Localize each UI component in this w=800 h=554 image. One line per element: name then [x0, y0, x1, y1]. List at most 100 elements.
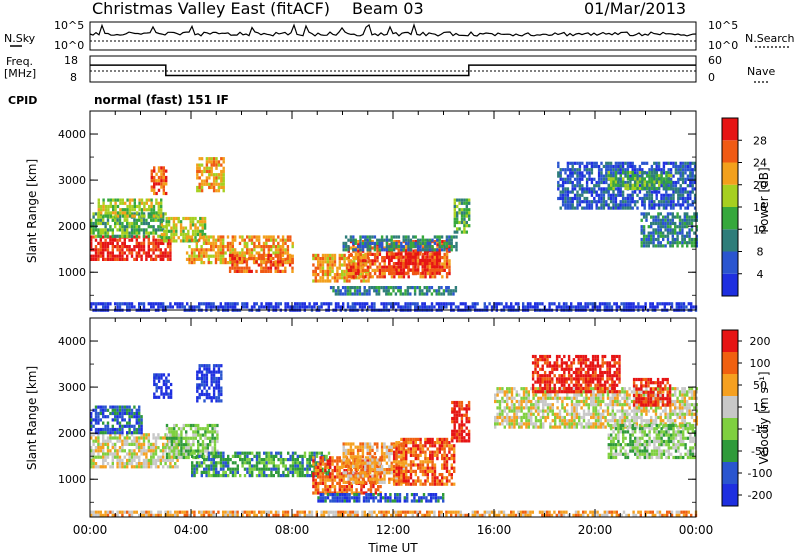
heatmap-cell [334, 292, 338, 296]
heatmap-cell [267, 238, 270, 242]
heatmap-cell [205, 380, 209, 384]
heatmap-cell [400, 248, 403, 252]
heatmap-cell [619, 174, 622, 178]
heatmap-cell [653, 190, 656, 194]
heatmap-cell [589, 302, 592, 306]
heatmap-cell [349, 246, 353, 250]
heatmap-cell [286, 245, 290, 249]
heatmap-cell [313, 464, 316, 468]
heatmap-cell [354, 275, 358, 279]
heatmap-cell [392, 255, 396, 259]
heatmap-cell [414, 271, 417, 275]
heatmap-cell [383, 272, 386, 276]
heatmap-cell [421, 258, 424, 262]
heatmap-cell [471, 302, 474, 306]
heatmap-cell [662, 193, 666, 197]
heatmap-cell [566, 164, 570, 169]
heatmap-cell [222, 169, 225, 174]
heatmap-cell [99, 238, 102, 242]
heatmap-cell [695, 225, 698, 229]
heatmap-cell [251, 458, 254, 462]
heatmap-cell [224, 261, 227, 265]
heatmap-cell [325, 458, 328, 462]
heatmap-cell [265, 235, 268, 239]
heatmap-cell [329, 266, 332, 270]
heatmap-cell [678, 225, 682, 229]
heatmap-cell [102, 231, 105, 235]
heatmap-cell [217, 396, 221, 400]
heatmap-cell [443, 248, 446, 252]
heatmap-cell [177, 220, 180, 224]
heatmap-cell [643, 203, 646, 207]
heatmap-cell [204, 433, 207, 437]
heatmap-cell [217, 245, 220, 249]
heatmap-cell [488, 302, 491, 306]
heatmap-cell [678, 305, 681, 309]
heatmap-cell [419, 272, 422, 276]
heatmap-cell [383, 268, 386, 272]
heatmap-cell [578, 161, 582, 165]
heatmap-cell [118, 248, 122, 252]
heatmap-cell [211, 436, 214, 440]
heatmap-cell [383, 238, 386, 242]
heatmap-cell [326, 257, 329, 261]
heatmap-cell [684, 161, 687, 165]
heatmap-cell [636, 193, 639, 197]
heatmap-cell [593, 190, 596, 194]
heatmap-cell [228, 269, 232, 273]
heatmap-cell [669, 206, 673, 210]
heatmap-cell [265, 464, 268, 468]
heatmap-cell [419, 258, 422, 262]
heatmap-cell [632, 302, 635, 306]
heatmap-cell [319, 279, 322, 283]
heatmap-cell [354, 262, 358, 266]
heatmap-cell [154, 449, 158, 453]
noise-panel-frame [89, 21, 697, 51]
heatmap-cell [90, 245, 93, 249]
heatmap-cell [619, 183, 622, 187]
colorbar-tick-label: 8 [757, 246, 764, 259]
heatmap-cell [90, 225, 93, 229]
heatmap-cell [94, 446, 98, 450]
heatmap-cell [326, 459, 329, 463]
power-panel-frame [89, 110, 697, 311]
heatmap-cell [347, 245, 350, 249]
heatmap-cell [126, 302, 129, 306]
heatmap-cell [453, 208, 456, 212]
heatmap-cell [377, 286, 381, 290]
heatmap-cell [643, 200, 646, 204]
heatmap-cell [373, 235, 377, 239]
heatmap-cell [402, 235, 405, 239]
heatmap-cell [260, 302, 263, 306]
heatmap-cell [331, 257, 334, 261]
heatmap-cell [522, 302, 525, 306]
heatmap-cell [636, 186, 639, 191]
heatmap-cell [109, 257, 112, 261]
heatmap-cell [212, 157, 216, 161]
heatmap-cell [226, 235, 230, 239]
heatmap-cell [185, 452, 188, 456]
heatmap-cell [329, 273, 332, 277]
heatmap-cell [143, 208, 146, 212]
heatmap-cell [631, 193, 634, 197]
heatmap-cell [160, 166, 163, 170]
heatmap-cell [614, 161, 618, 165]
heatmap-cell [157, 169, 161, 173]
heatmap-cell [657, 203, 661, 207]
heatmap-cell [281, 238, 285, 242]
heatmap-cell [220, 373, 223, 377]
heatmap-cell [333, 478, 337, 482]
heatmap-cell [97, 465, 100, 469]
heatmap-cell [460, 201, 464, 205]
heatmap-cell [118, 431, 122, 435]
heatmap-cell [402, 275, 406, 279]
heatmap-cell [175, 216, 178, 221]
heatmap-cell [602, 187, 606, 191]
heatmap-cell [255, 464, 259, 468]
heatmap-cell [126, 254, 129, 258]
heatmap-cell [308, 474, 311, 478]
heatmap-cell [191, 232, 195, 237]
heatmap-cell [236, 302, 239, 306]
heatmap-cell [312, 253, 315, 257]
heatmap-cell [291, 241, 294, 245]
